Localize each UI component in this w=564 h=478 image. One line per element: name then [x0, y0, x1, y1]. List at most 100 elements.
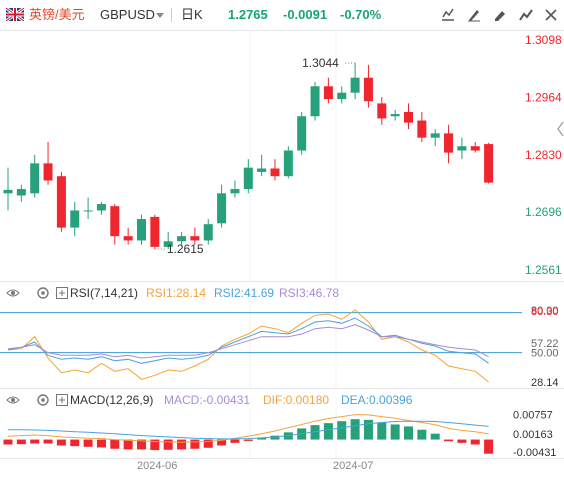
dea-value: DEA:0.00396 [341, 393, 413, 407]
macd-bar [123, 439, 133, 450]
macd-bar [363, 419, 373, 440]
macd-bar [177, 439, 187, 450]
rsi3-value: RSI3:46.78 [279, 286, 340, 300]
pair-code[interactable]: GBPUSD [100, 7, 155, 22]
chevron-down-icon[interactable] [156, 13, 164, 18]
macd-tick-label: 0.00757 [513, 410, 553, 422]
candle-body [137, 219, 146, 241]
candle-body [123, 236, 133, 241]
macd-bar [310, 425, 320, 440]
draw-button[interactable] [464, 5, 484, 25]
macd-bar [203, 439, 213, 448]
settings-icon[interactable] [36, 286, 50, 300]
candle-body [177, 236, 187, 242]
candle-body [323, 86, 333, 100]
macd-separator [0, 388, 564, 389]
candle-body [484, 144, 494, 183]
macd-bar [243, 439, 253, 441]
candle-body [163, 241, 173, 247]
candle-body [390, 114, 400, 117]
price-tick-label: 1.3098 [525, 33, 562, 47]
candle-body [56, 176, 66, 228]
macd-bar [257, 437, 267, 440]
pair-name[interactable]: 英镑/美元 [29, 7, 85, 22]
eye-icon[interactable] [6, 393, 20, 407]
macd-tick-label: -0.00431 [513, 447, 556, 458]
indicator-icon [442, 8, 454, 21]
candle-body [270, 168, 280, 177]
macd-bar [70, 439, 80, 447]
rsi-tick-label: 57.22 [531, 338, 559, 350]
rsi-tick-label: 28.14 [531, 377, 559, 388]
candle-body [350, 77, 360, 93]
price-chart[interactable]: 1.3098 1.2964 1.2830 1.2696 1.2561 1.3044 1.26… [0, 31, 564, 281]
candle-body [283, 150, 293, 177]
macd-bar [417, 429, 427, 440]
macd-bar [83, 439, 93, 447]
price-tick-label: 1.2830 [525, 148, 562, 162]
price-tick-label: 1.2964 [525, 90, 562, 104]
candle-body [43, 163, 53, 181]
macd-chart[interactable]: 0.00757 0.00163 -0.00431 [0, 408, 564, 458]
header-separator [0, 30, 564, 31]
candle-body [310, 86, 320, 117]
candle-body [70, 210, 80, 228]
period-selector[interactable]: 日K [181, 7, 203, 22]
candle-body [363, 77, 373, 102]
rsi-tick-label: 50.00 [531, 348, 559, 360]
dea-line [8, 420, 489, 440]
last-price: 1.2765 [228, 7, 268, 22]
macd-bar [377, 422, 387, 440]
eye-icon[interactable] [6, 286, 20, 300]
macd-bar [110, 439, 120, 449]
edit-button[interactable] [490, 5, 510, 25]
macd-bar [337, 421, 347, 440]
macd-bar [3, 439, 13, 445]
rsi2-value: RSI2:41.69 [214, 286, 275, 300]
layout-icon [519, 9, 533, 21]
macd-bar [484, 439, 494, 454]
macd-bar [430, 433, 440, 440]
candle-body [337, 92, 347, 100]
macd-bar [43, 439, 53, 444]
collapse-button[interactable] [556, 116, 564, 142]
candle-body [257, 168, 267, 172]
collapse-icon [557, 121, 564, 137]
indicator-button[interactable] [438, 5, 458, 25]
candle-body [230, 189, 240, 194]
candle-body [110, 206, 120, 237]
macd-bar [190, 439, 200, 449]
candle-body [470, 146, 480, 151]
candle-body [203, 224, 213, 241]
rsi-params: RSI(7,14,21) [70, 286, 139, 300]
layout-button[interactable] [516, 5, 536, 25]
macd-bar [217, 439, 227, 446]
macd-bar [270, 435, 280, 440]
candle-body [297, 116, 307, 151]
macd-bar [470, 439, 480, 445]
macd-bar [137, 439, 146, 450]
macd-bar [230, 439, 240, 443]
chart-header: 英镑/美元 GBPUSD 日K 1.2765 -0.0091 -0.70% [0, 0, 564, 30]
macd-bar [56, 439, 66, 446]
dif-value: DIF:0.00180 [263, 393, 330, 407]
candle-body [404, 111, 413, 123]
candle-body [16, 189, 26, 196]
macd-bar [323, 423, 333, 440]
dif-line [7, 414, 489, 443]
settings-icon[interactable] [36, 393, 50, 407]
low-marker-label: 1.2615 [167, 242, 204, 256]
price-tick-label: 1.2561 [525, 263, 562, 277]
close-button[interactable] [541, 5, 561, 25]
rsi-tick-label: 80.30 [531, 306, 559, 318]
expand-icon[interactable] [56, 394, 68, 406]
candle-body [377, 103, 387, 119]
candle-body [457, 146, 467, 151]
macd-bar [16, 439, 26, 445]
price-change: -0.0091 [283, 7, 328, 22]
price-tick-label: 1.2696 [525, 205, 562, 219]
candle-body [150, 216, 160, 247]
macd-bar [150, 439, 160, 451]
expand-icon[interactable] [56, 287, 68, 299]
